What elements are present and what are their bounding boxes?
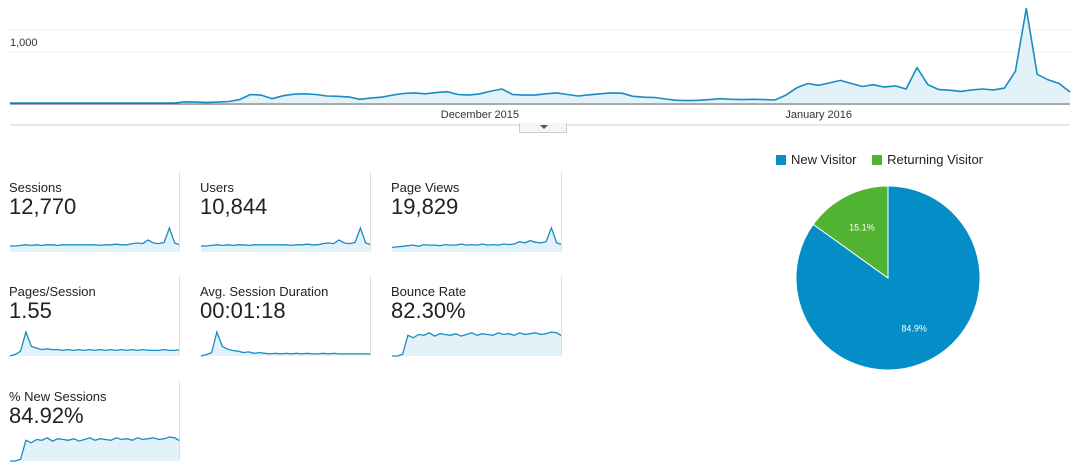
metric-title: Pages/Session xyxy=(9,284,96,299)
sparkline xyxy=(201,226,372,252)
sparkline-line xyxy=(10,436,181,462)
metric-value: 00:01:18 xyxy=(200,298,286,323)
sessions-line xyxy=(10,7,1071,104)
x-tick-label-december-2015: December 2015 xyxy=(441,109,519,121)
chevron-down-icon xyxy=(540,125,548,129)
sparkline-area xyxy=(392,228,562,252)
legend-swatch-new-visitor xyxy=(776,155,786,165)
metric-value: 19,829 xyxy=(391,194,459,219)
sparkline-line xyxy=(392,331,563,357)
sparkline-area xyxy=(10,228,180,252)
metric-pages-per-session[interactable]: Pages/Session 1.55 xyxy=(0,276,181,362)
sparkline-line xyxy=(200,329,371,357)
legend-item-returning-visitor[interactable]: Returning Visitor xyxy=(872,152,983,167)
metric-new-sessions[interactable]: % New Sessions 84.92% xyxy=(0,381,181,467)
metric-value: 1.55 xyxy=(9,298,52,323)
pie-slice-returning-visitor[interactable] xyxy=(812,185,889,279)
metric-sessions[interactable]: Sessions 12,770 xyxy=(0,172,181,258)
pie-label-returning-visitor: 15.1% xyxy=(849,222,875,232)
chart-collapse-toggle-button[interactable] xyxy=(519,123,567,133)
legend-item-new-visitor[interactable]: New Visitor xyxy=(776,152,857,167)
sparkline xyxy=(200,329,371,357)
sparkline-line xyxy=(201,226,372,247)
x-tick-label-january-2016: January 2016 xyxy=(785,109,852,121)
sparkline-line xyxy=(10,226,181,247)
sparkline xyxy=(10,436,181,462)
metric-title: Sessions xyxy=(9,180,62,195)
metric-avg-session-duration[interactable]: Avg. Session Duration 00:01:18 xyxy=(191,276,371,362)
sparkline-area xyxy=(10,437,180,461)
sparkline xyxy=(392,331,563,357)
metric-title: % New Sessions xyxy=(9,389,107,404)
metric-title: Avg. Session Duration xyxy=(200,284,329,299)
pie-legend: New Visitor Returning Visitor xyxy=(776,152,995,167)
metric-value: 84.92% xyxy=(9,403,84,428)
sparkline-area xyxy=(201,228,371,252)
sessions-overview-chart: 1,000 December 2015 January 2016 xyxy=(10,7,1071,126)
metric-bounce-rate[interactable]: Bounce Rate 82.30% xyxy=(382,276,563,362)
metric-title: Users xyxy=(200,180,234,195)
metric-value: 82.30% xyxy=(391,298,466,323)
metric-page-views[interactable]: Page Views 19,829 xyxy=(382,172,563,258)
sparkline-line xyxy=(391,226,563,249)
pie-label-new-visitor: 84.9% xyxy=(901,324,927,334)
sparkline-area xyxy=(392,332,562,356)
metric-title: Bounce Rate xyxy=(391,284,467,299)
sparkline xyxy=(9,329,181,357)
sparkline-line xyxy=(9,329,181,357)
metric-value: 10,844 xyxy=(200,194,268,219)
metric-title: Page Views xyxy=(391,180,460,195)
legend-swatch-returning-visitor xyxy=(872,155,883,165)
sparkline xyxy=(10,226,181,252)
sparkline-area xyxy=(10,332,180,356)
sparkline-area xyxy=(201,332,371,356)
visitor-type-pie-chart: 84.9% 15.1% xyxy=(795,185,981,371)
sparkline xyxy=(391,226,563,252)
y-tick-label-1000: 1,000 xyxy=(10,37,38,49)
legend-label: New Visitor xyxy=(791,152,857,167)
legend-label: Returning Visitor xyxy=(887,152,984,167)
metric-value: 12,770 xyxy=(9,194,77,219)
sessions-area-fill xyxy=(10,8,1070,103)
metric-users[interactable]: Users 10,844 xyxy=(191,172,372,258)
pie-slice-new-visitor[interactable] xyxy=(795,185,981,371)
